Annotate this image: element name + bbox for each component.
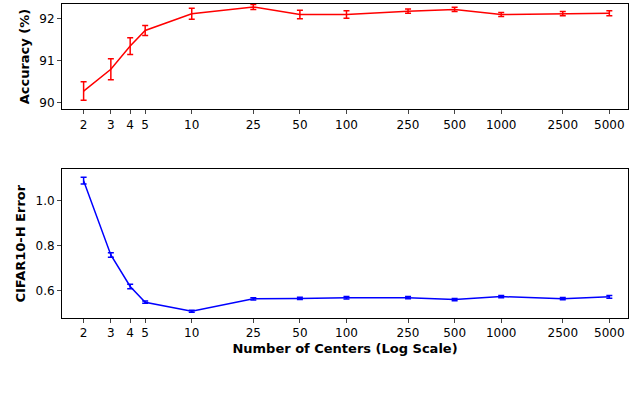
svg-text:10: 10 (184, 118, 199, 132)
svg-text:5000: 5000 (594, 118, 625, 132)
svg-text:0.6: 0.6 (36, 284, 55, 298)
svg-text:500: 500 (443, 326, 466, 340)
svg-text:5000: 5000 (594, 326, 625, 340)
svg-text:50: 50 (292, 118, 307, 132)
svg-text:5: 5 (141, 118, 149, 132)
svg-text:90: 90 (39, 96, 54, 110)
svg-text:50: 50 (292, 326, 307, 340)
svg-text:5: 5 (141, 326, 149, 340)
svg-text:91: 91 (39, 54, 54, 68)
svg-text:CIFAR10-H Error: CIFAR10-H Error (13, 184, 28, 302)
svg-text:1000: 1000 (486, 326, 517, 340)
svg-text:Number of Centers (Log Scale): Number of Centers (Log Scale) (232, 341, 457, 356)
svg-text:100: 100 (335, 326, 358, 340)
svg-text:4: 4 (126, 326, 134, 340)
svg-text:10: 10 (184, 326, 199, 340)
svg-text:3: 3 (107, 326, 115, 340)
svg-text:1000: 1000 (486, 118, 517, 132)
svg-text:2500: 2500 (547, 118, 578, 132)
svg-text:2: 2 (80, 326, 88, 340)
svg-text:0.8: 0.8 (36, 239, 55, 253)
svg-text:25: 25 (246, 118, 261, 132)
svg-text:4: 4 (126, 118, 134, 132)
svg-text:250: 250 (397, 118, 420, 132)
svg-text:25: 25 (246, 326, 261, 340)
svg-text:92: 92 (39, 12, 54, 26)
svg-text:1.0: 1.0 (36, 194, 55, 208)
svg-text:2: 2 (80, 118, 88, 132)
svg-text:Accuracy (%): Accuracy (%) (17, 9, 32, 105)
svg-text:250: 250 (397, 326, 420, 340)
svg-text:500: 500 (443, 118, 466, 132)
svg-text:2500: 2500 (547, 326, 578, 340)
svg-text:100: 100 (335, 118, 358, 132)
svg-text:3: 3 (107, 118, 115, 132)
